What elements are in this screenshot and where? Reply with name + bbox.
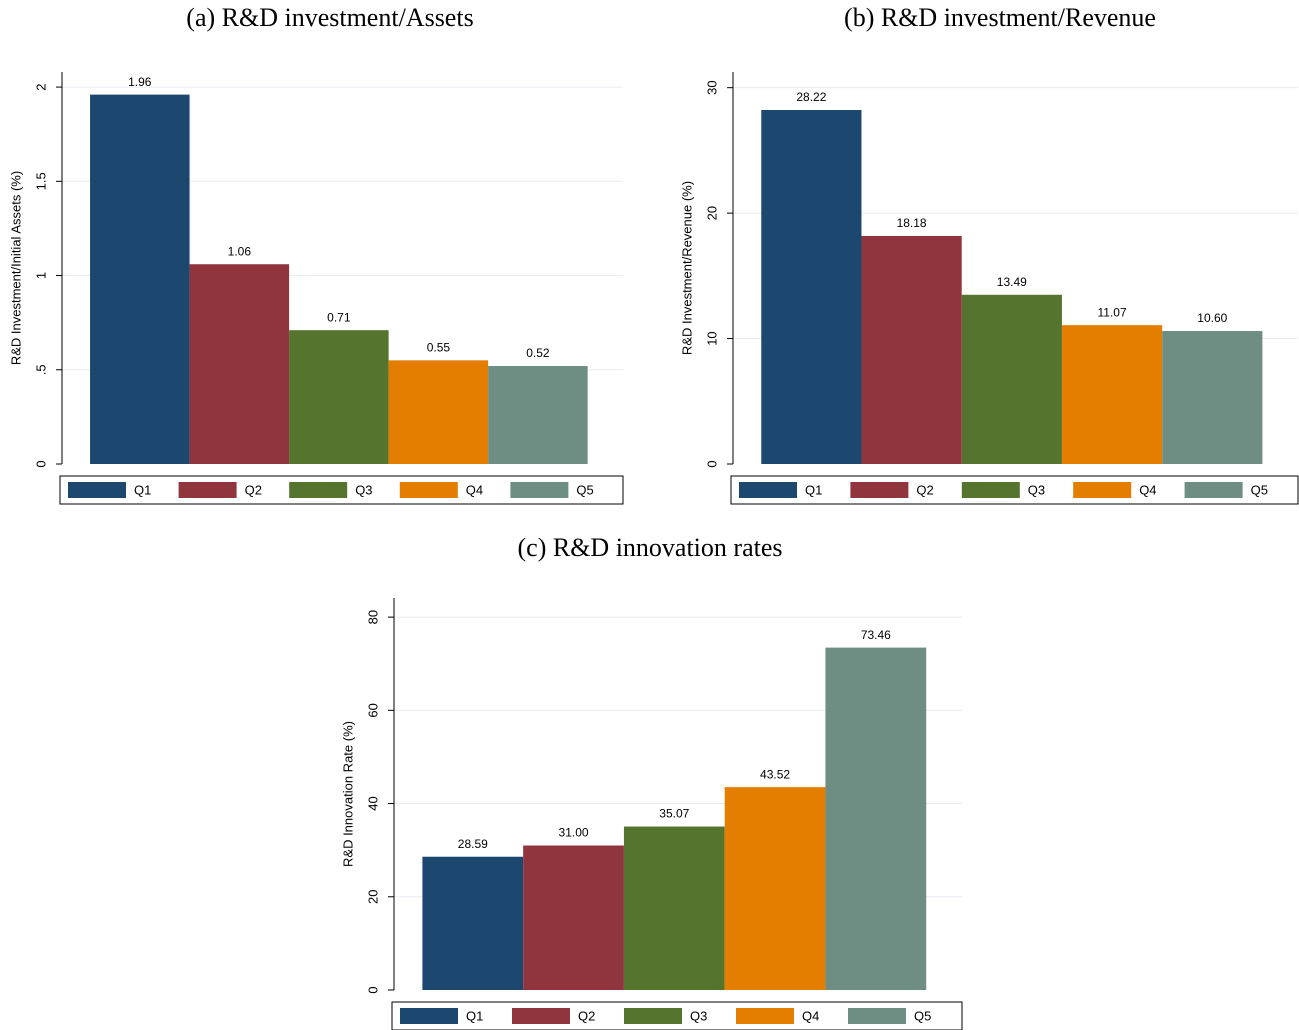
y-tick-label: .5 [33, 364, 48, 375]
legend-swatch [400, 1008, 458, 1024]
bar [1061, 325, 1163, 464]
legend-label: Q4 [802, 1008, 819, 1023]
bar [724, 787, 826, 990]
legend-label: Q2 [245, 482, 262, 497]
y-tick-label: 30 [704, 80, 719, 94]
legend-swatch [624, 1008, 682, 1024]
y-tick-label: 0 [33, 460, 48, 467]
legend-swatch [399, 482, 458, 498]
legend-swatch [178, 482, 237, 498]
y-tick-label: 20 [365, 890, 380, 904]
y-tick-label: 0 [704, 460, 719, 467]
legend-label: Q3 [1028, 482, 1045, 497]
y-tick-label: 40 [365, 796, 380, 810]
value-label: 0.71 [327, 310, 351, 324]
y-tick-label: 60 [365, 703, 380, 717]
value-label: 10.60 [1197, 311, 1227, 325]
bar [388, 360, 489, 464]
value-label: 43.52 [760, 767, 790, 781]
y-tick-label: 80 [365, 610, 380, 624]
legend-label: Q1 [805, 482, 822, 497]
legend-swatch [848, 1008, 906, 1024]
bar [488, 366, 588, 464]
y-tick-label: 2 [33, 83, 48, 90]
legend-label: Q3 [690, 1008, 707, 1023]
legend-swatch [68, 482, 126, 498]
value-label: 0.55 [427, 341, 451, 355]
y-tick-label: 1.5 [33, 172, 48, 190]
bar [623, 826, 725, 990]
bar [861, 235, 962, 464]
legend-label: Q1 [466, 1008, 483, 1023]
legend-label: Q2 [578, 1008, 595, 1023]
bar [422, 856, 524, 990]
legend-swatch [736, 1008, 794, 1024]
legend-swatch [289, 482, 348, 498]
legend-label: Q2 [916, 482, 933, 497]
y-tick-label: 20 [704, 206, 719, 220]
legend-label: Q5 [914, 1008, 931, 1023]
chart-title: (c) R&D innovation rates [518, 533, 783, 562]
legend-swatch [961, 482, 1020, 498]
y-axis-label: R&D Investment/Revenue (%) [679, 181, 694, 355]
bar [189, 264, 290, 464]
legend-swatch [1184, 482, 1243, 498]
legend-swatch [739, 482, 797, 498]
bar [523, 845, 624, 990]
value-label: 73.46 [861, 628, 891, 642]
value-label: 31.00 [559, 826, 589, 840]
bar [1162, 331, 1263, 464]
value-label: 18.18 [897, 216, 927, 230]
legend-swatch [510, 482, 569, 498]
value-label: 1.06 [228, 244, 252, 258]
bar [825, 647, 927, 990]
legend-swatch [512, 1008, 570, 1024]
legend-label: Q1 [134, 482, 151, 497]
legend-label: Q3 [355, 482, 372, 497]
value-label: 1.96 [128, 75, 152, 89]
y-axis-label: R&D Investment/Initial Assets (%) [8, 171, 23, 365]
value-label: 28.22 [796, 90, 826, 104]
value-label: 11.07 [1097, 305, 1126, 319]
bar [289, 330, 389, 464]
legend-swatch [850, 482, 909, 498]
bar [961, 294, 1062, 464]
legend-label: Q4 [1139, 482, 1156, 497]
legend-label: Q4 [466, 482, 483, 497]
legend-swatch [1073, 482, 1132, 498]
y-tick-label: 0 [365, 986, 380, 993]
legend-label: Q5 [1251, 482, 1268, 497]
value-label: 35.07 [659, 807, 689, 821]
value-label: 28.59 [458, 837, 488, 851]
y-tick-label: 1 [33, 272, 48, 279]
y-tick-label: 10 [704, 331, 719, 345]
legend-label: Q5 [576, 482, 593, 497]
value-label: 0.52 [526, 346, 550, 360]
chart-title: (a) R&D investment/Assets [186, 3, 473, 32]
bar [761, 110, 862, 464]
value-label: 13.49 [997, 275, 1027, 289]
y-axis-label: R&D Innovation Rate (%) [340, 721, 355, 867]
bar [90, 94, 190, 464]
chart-title: (b) R&D investment/Revenue [844, 3, 1156, 32]
